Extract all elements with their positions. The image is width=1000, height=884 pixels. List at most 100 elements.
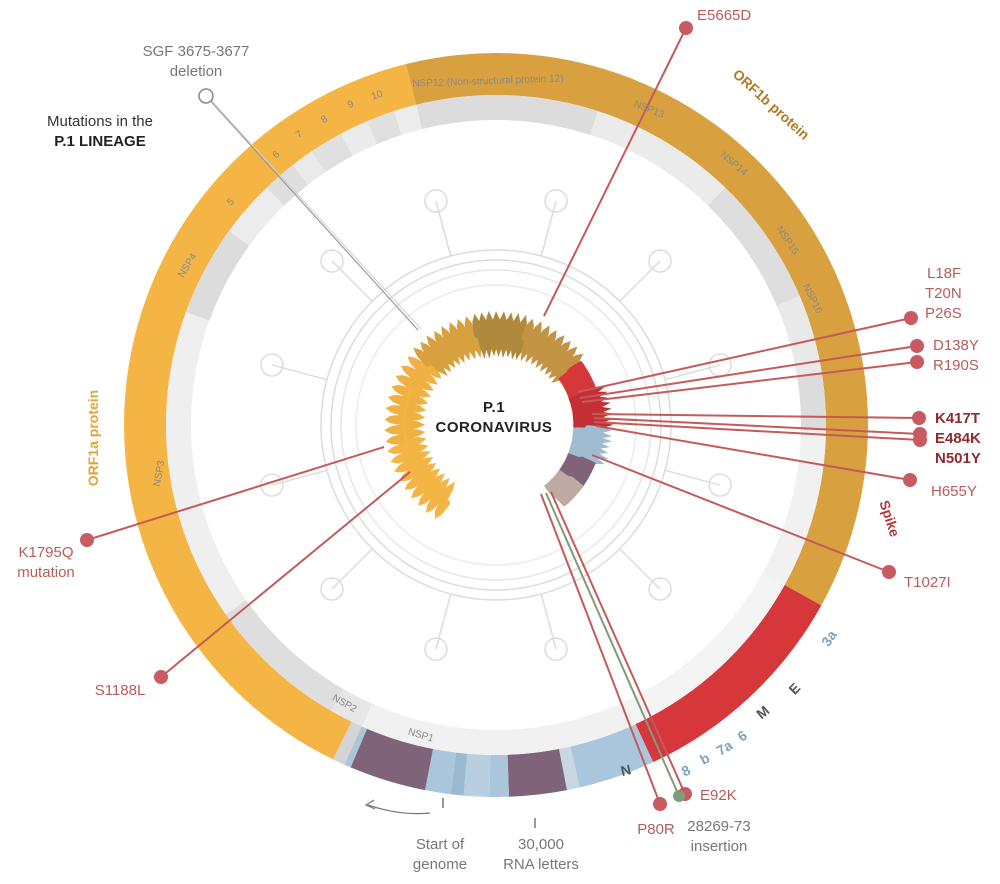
nsp10-band: [367, 111, 402, 145]
spike-segment: [635, 584, 822, 763]
virus-spike: [619, 260, 661, 302]
8-protein-label: 8: [679, 762, 693, 780]
virus-spike: [435, 200, 452, 257]
label-n501y: N501Y: [935, 450, 981, 467]
6-segment: [489, 754, 509, 797]
genome-coil: [384, 310, 614, 519]
7b-protein-label: b: [697, 750, 712, 768]
dot-insertion: [673, 790, 685, 802]
coil-smooth-segment: [401, 388, 413, 462]
nsp3-label: NSP3: [152, 459, 167, 487]
virus-spike-head: [648, 577, 672, 601]
orf1a-label: ORF1a protein: [85, 390, 101, 486]
nsp8-label: 8: [319, 114, 330, 127]
leader-n501y: [593, 421, 921, 441]
virus-spike-head: [320, 249, 344, 273]
nsp10-label: 10: [370, 88, 385, 102]
coil-segment-1: [384, 356, 442, 445]
leader-h655y: [595, 425, 911, 481]
dot-t1027i: [882, 565, 896, 579]
7a-segment: [463, 753, 491, 797]
n-end-blue: [344, 726, 368, 768]
label-k417t: K417T: [935, 410, 980, 427]
nsp9-label: 9: [346, 98, 356, 111]
virus-spike-head: [424, 189, 448, 213]
label-e92k: E92K: [700, 787, 737, 804]
virus-spike: [664, 364, 721, 381]
virus-spike: [331, 548, 373, 590]
nsp12-band: [416, 95, 598, 135]
leader-sgf: [205, 95, 419, 331]
label-k1795q-line2: mutation: [17, 564, 75, 581]
virus-spike: [664, 469, 721, 486]
label-t1027i: T1027I: [904, 574, 951, 591]
orf1b-label: ORF1b protein: [730, 66, 813, 143]
spike-band: [624, 572, 785, 725]
center-label-line2: CORONAVIRUS: [436, 419, 553, 436]
accessory-band: [361, 701, 636, 755]
3a-segment: [570, 724, 654, 788]
leader-e5665d: [543, 27, 687, 317]
title-line1: Mutations in the: [47, 113, 153, 130]
7a-protein-label: 7a: [714, 737, 736, 759]
virus-spike-head: [544, 637, 568, 661]
axis-end-line1: 30,000: [518, 836, 564, 853]
leader-s1188l: [160, 471, 411, 678]
label-insertion-line1: 28269-73: [687, 818, 750, 835]
7b-segment: [450, 752, 468, 796]
virus-spike-head: [708, 473, 732, 497]
nsp5-label: 5: [225, 196, 237, 208]
orf1b-tail-band: [762, 430, 826, 585]
virus-spike-head: [544, 189, 568, 213]
label-t20n: T20N: [925, 285, 962, 302]
label-sgf-line1: SGF 3675-3677: [143, 43, 250, 60]
dot-s1188l: [154, 670, 168, 684]
nsp14-band: [707, 187, 800, 306]
nsp3-band: [166, 312, 247, 615]
leader-e484k: [593, 417, 921, 435]
virus-spike: [540, 200, 557, 257]
3a-protein-label: 3a: [818, 627, 840, 649]
dot-sgf-deletion: [198, 88, 214, 104]
axis-start-line1: Start of: [416, 836, 465, 853]
nsp15-band: [776, 296, 822, 378]
dot-r190s: [910, 355, 924, 369]
nsp4-band: [185, 231, 250, 321]
spike-label: Spike: [876, 498, 903, 539]
coil-segment-2: [413, 316, 482, 377]
coil-segment-8: [557, 453, 596, 488]
nsp13-band: [590, 111, 726, 206]
label-l18f: L18F: [927, 265, 961, 282]
leader-sgf-inner: [209, 98, 422, 330]
nsp12-label: NSP12 (Non-structural protein 12): [412, 73, 563, 89]
coil-segment-7: [567, 425, 613, 464]
title-line2: P.1 LINEAGE: [54, 133, 145, 150]
genome-ring: [123, 53, 868, 797]
virus-spike: [331, 260, 373, 302]
label-sgf-line2: deletion: [170, 63, 223, 80]
leader-r190s: [581, 361, 918, 403]
nsp-band: [166, 95, 826, 755]
coil-segment-3: [472, 310, 528, 361]
m-segment: [507, 748, 567, 797]
label-p80r: P80R: [637, 821, 675, 838]
dot-k417t: [912, 411, 926, 425]
leader-p26s: [577, 317, 912, 393]
leader-k417t: [591, 413, 920, 419]
virus-spike: [435, 593, 452, 650]
label-e5665d: E5665D: [697, 7, 751, 24]
dot-h655y: [903, 473, 917, 487]
label-insertion-line2: insertion: [691, 838, 748, 855]
virus-spike-head: [424, 637, 448, 661]
nsp11-band: [394, 104, 423, 135]
label-h655y: H655Y: [931, 483, 977, 500]
label-s1188l: S1188L: [95, 682, 146, 699]
virus-spike-head: [320, 577, 344, 601]
e-segment: [558, 746, 580, 791]
label-k1795q-line1: K1795Q: [18, 544, 73, 561]
dot-d138y: [910, 339, 924, 353]
center-label-line1: P.1: [483, 399, 505, 416]
virus-spike-head: [648, 249, 672, 273]
virus-spike-head: [260, 353, 284, 377]
